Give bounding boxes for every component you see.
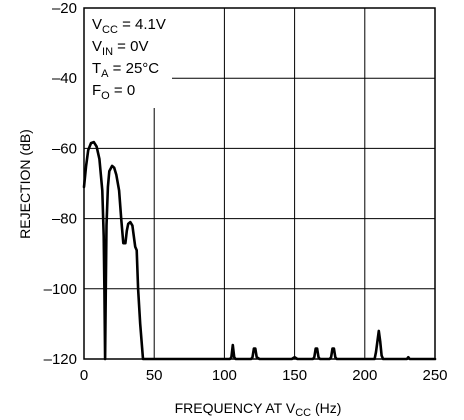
- series-layer: [82, 140, 437, 361]
- rejection-series-line: [82, 140, 437, 361]
- condition-main: V: [92, 16, 102, 33]
- y-tick-label: –120: [44, 351, 77, 368]
- condition-value: = 25°C: [109, 60, 160, 77]
- condition-subscript: IN: [102, 46, 113, 58]
- condition-line: TA = 25°C: [92, 60, 159, 80]
- x-axis-label-main: FREQUENCY AT V: [175, 400, 296, 416]
- condition-line: VIN = 0V: [92, 38, 148, 58]
- y-tick-label: –20: [52, 0, 77, 17]
- y-tick-label: –80: [52, 211, 77, 228]
- x-tick-label: 150: [282, 367, 307, 384]
- condition-value: = 4.1V: [118, 16, 166, 33]
- y-axis-label: REJECTION (dB): [17, 129, 33, 239]
- x-tick-label: 100: [212, 367, 237, 384]
- x-tick-label: 250: [422, 367, 447, 384]
- condition-subscript: CC: [102, 24, 118, 36]
- x-tick-label: 200: [352, 367, 377, 384]
- y-tick-label: –40: [52, 70, 77, 87]
- x-axis-label: FREQUENCY AT VCC (Hz): [175, 400, 342, 419]
- y-tick-label: –60: [52, 140, 77, 157]
- x-tick-label: 0: [80, 367, 88, 384]
- y-tick-label: –100: [44, 281, 77, 298]
- condition-subscript: A: [101, 68, 109, 80]
- axis-labels: FREQUENCY AT VCC (Hz) REJECTION (dB): [17, 129, 341, 419]
- condition-main: T: [92, 60, 101, 77]
- x-axis-label-tail: (Hz): [311, 400, 341, 416]
- x-axis-label-sub: CC: [295, 407, 311, 419]
- condition-line: VCC = 4.1V: [92, 16, 166, 36]
- x-tick-label: 50: [146, 367, 163, 384]
- condition-subscript: O: [101, 90, 110, 102]
- condition-line: FO = 0: [92, 82, 135, 102]
- condition-main: V: [92, 38, 102, 55]
- condition-main: F: [92, 82, 101, 99]
- condition-value: = 0V: [113, 38, 148, 55]
- condition-value: = 0: [110, 82, 135, 99]
